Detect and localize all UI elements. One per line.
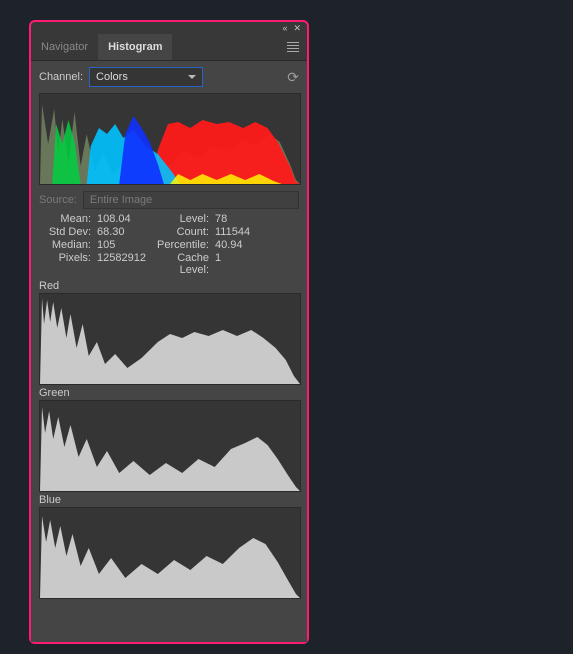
panel-titlebar: « ✕ [31, 22, 307, 34]
stat-level-value: 78 [215, 213, 275, 225]
stat-pixels-label: Pixels: [39, 252, 97, 276]
panel-body: Channel: Colors ⟳ Source: Entire Image M… [31, 61, 307, 642]
tab-bar: Navigator Histogram [31, 34, 307, 61]
close-icon[interactable]: ✕ [293, 23, 301, 34]
stat-mean-value: 108.04 [97, 213, 157, 225]
stat-percentile-label: Percentile: [157, 239, 215, 251]
blue-histogram[interactable] [39, 507, 301, 599]
channel-select[interactable]: Colors [89, 67, 203, 87]
green-histogram[interactable] [39, 400, 301, 492]
stat-percentile-value: 40.94 [215, 239, 275, 251]
stat-stddev-label: Std Dev: [39, 226, 97, 238]
stat-pixels-value: 12582912 [97, 252, 157, 276]
refresh-icon[interactable]: ⟳ [287, 69, 299, 86]
stats-grid: Mean:108.04 Level:78 Std Dev:68.30 Count… [39, 213, 299, 276]
tab-histogram[interactable]: Histogram [98, 34, 172, 60]
stat-median-value: 105 [97, 239, 157, 251]
stat-level-label: Level: [157, 213, 215, 225]
blue-label: Blue [39, 494, 299, 506]
stat-median-label: Median: [39, 239, 97, 251]
histogram-panel: « ✕ Navigator Histogram Channel: Colors … [29, 20, 309, 644]
collapse-icon[interactable]: « [282, 23, 287, 33]
stat-cache-value: 1 [215, 252, 275, 276]
source-select: Entire Image [83, 191, 299, 209]
source-label: Source: [39, 194, 77, 206]
stat-count-value: 111544 [215, 226, 275, 238]
stat-mean-label: Mean: [39, 213, 97, 225]
green-label: Green [39, 387, 299, 399]
panel-menu-icon[interactable] [279, 42, 307, 52]
red-label: Red [39, 280, 299, 292]
red-histogram[interactable] [39, 293, 301, 385]
channel-label: Channel: [39, 71, 83, 83]
stat-cache-label: Cache Level: [157, 252, 215, 276]
stat-stddev-value: 68.30 [97, 226, 157, 238]
tab-navigator[interactable]: Navigator [31, 34, 98, 60]
stat-count-label: Count: [157, 226, 215, 238]
main-histogram[interactable] [39, 93, 301, 185]
